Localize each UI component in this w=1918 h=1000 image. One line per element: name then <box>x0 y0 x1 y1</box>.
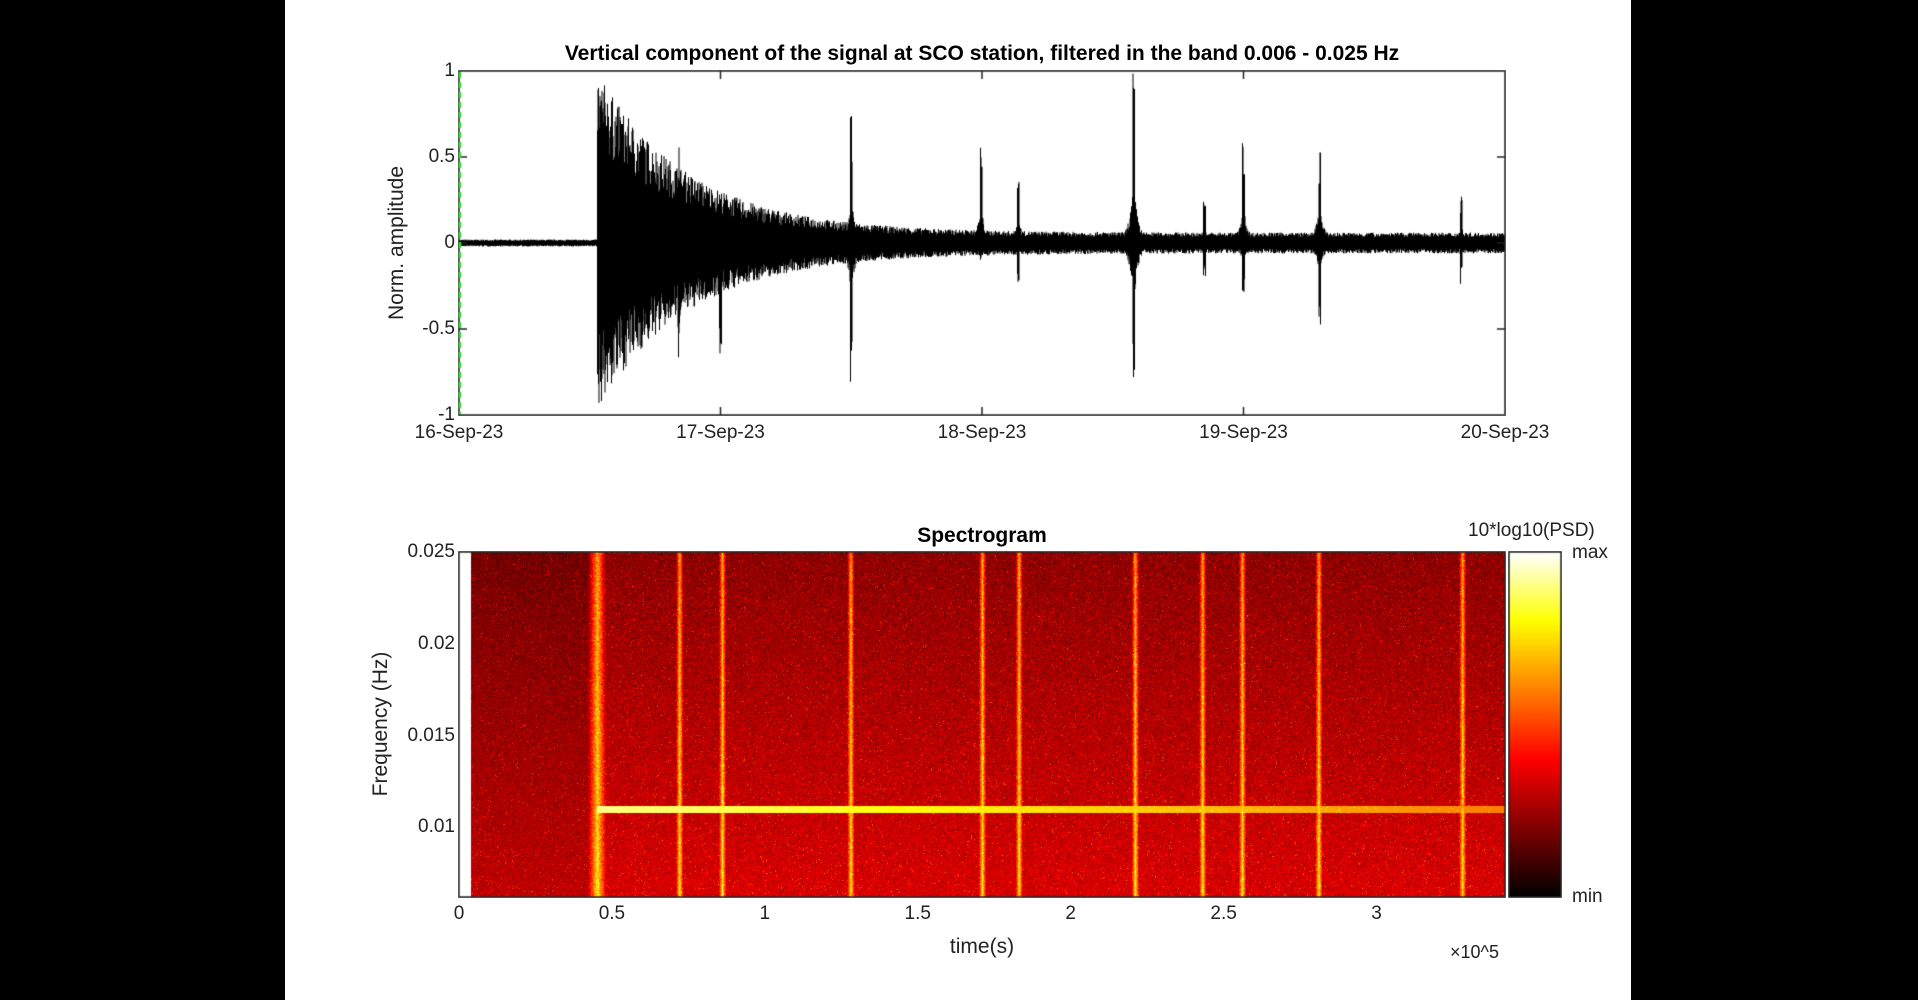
x-tick-label: 0 <box>453 903 465 924</box>
y-tick-label: 0.01 <box>418 816 455 838</box>
colorbar-min-label: min <box>1572 886 1603 907</box>
x-tick-label: 1 <box>759 903 771 924</box>
waveform-plot <box>458 70 1506 416</box>
x-multiplier: ×10^5 <box>1450 942 1499 962</box>
colorbar <box>1508 551 1562 898</box>
x-tick-label: 2.5 <box>1210 903 1237 924</box>
y-tick-label: 0.02 <box>418 632 455 654</box>
colorbar-max-label: max <box>1572 542 1608 563</box>
y-tick-label: 0.5 <box>428 146 455 167</box>
spectrogram-plot <box>458 551 1506 898</box>
x-tick-label: 1.5 <box>904 903 931 924</box>
spectrogram-title: Spectrogram <box>917 524 1047 547</box>
spectrogram-y-label: Frequency (Hz) <box>369 651 392 797</box>
x-tick-label: 17-Sep-23 <box>676 422 765 443</box>
y-tick-label: 1 <box>444 60 455 81</box>
waveform-y-label: Norm. amplitude <box>385 165 408 321</box>
y-tick-label: -1 <box>438 404 455 425</box>
x-tick-label: 0.5 <box>598 903 626 924</box>
waveform-title: Vertical component of the signal at SCO … <box>564 42 1400 65</box>
x-tick-label: 16-Sep-23 <box>414 422 504 443</box>
x-tick-label: 18-Sep-23 <box>937 422 1027 443</box>
x-tick-label: 19-Sep-23 <box>1199 422 1288 443</box>
x-tick-label: 20-Sep-23 <box>1460 422 1550 443</box>
colorbar-label: 10*log10(PSD) <box>1468 520 1595 541</box>
y-tick-label: 0 <box>444 232 455 253</box>
y-tick-label: 0.025 <box>407 541 455 562</box>
spectrogram-x-label: time(s) <box>949 935 1015 958</box>
y-tick-label: -0.5 <box>422 318 455 339</box>
x-tick-label: 3 <box>1371 903 1382 924</box>
x-tick-label: 2 <box>1065 903 1076 924</box>
y-tick-label: 0.015 <box>407 724 455 746</box>
